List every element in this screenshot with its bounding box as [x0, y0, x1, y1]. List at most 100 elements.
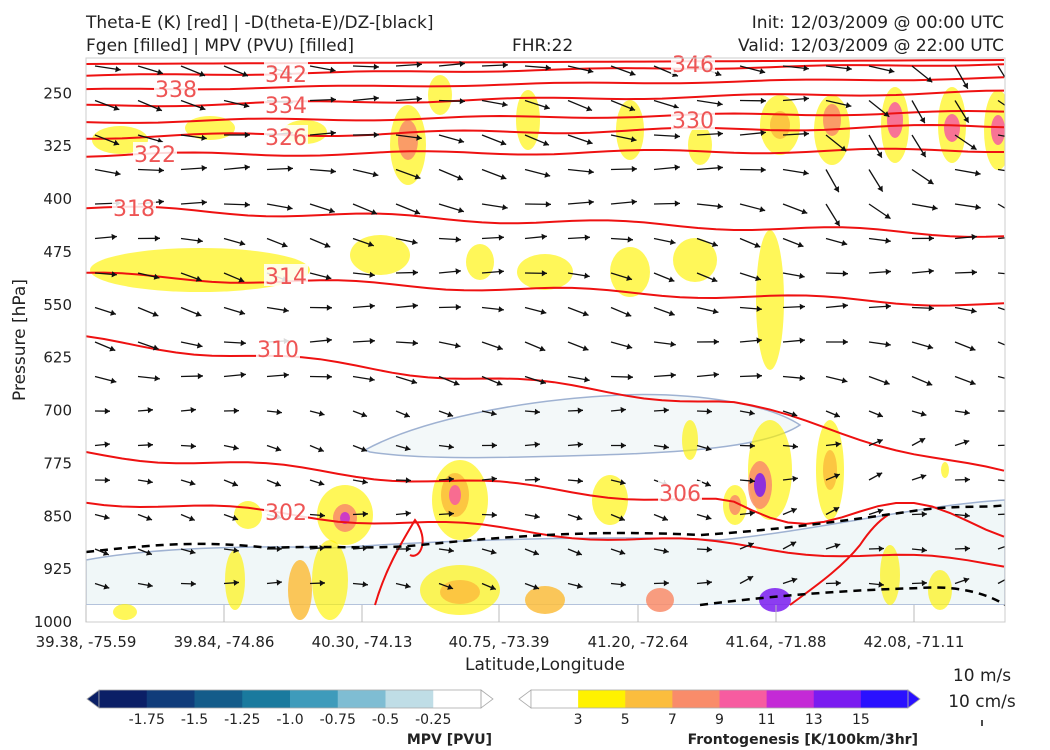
- theta-e-label-bg: [671, 108, 715, 130]
- wind-vector-head: [233, 547, 239, 554]
- fgen-colorbar-tick: 7: [668, 712, 677, 728]
- fgen-colorbar-swatch: [531, 690, 579, 708]
- wind-vector-head: [1018, 170, 1024, 176]
- wind-vector-head: [717, 100, 723, 107]
- fgen-colorbar-swatch: [719, 690, 768, 708]
- wind-vector-head: [799, 272, 805, 279]
- wind-vector-head: [584, 234, 590, 241]
- frontogenesis-area: [756, 230, 784, 370]
- wind-vector: [997, 479, 1005, 482]
- wind-vector-head: [668, 310, 675, 317]
- wind-vector-head: [454, 342, 461, 349]
- wind-vector-head: [534, 513, 540, 520]
- wind-vector-head: [969, 379, 976, 386]
- wind-vector-head: [627, 373, 633, 381]
- pressure-tick-label: 550: [43, 296, 72, 314]
- wind-vector-head: [833, 411, 840, 418]
- wind-vector-head: [190, 580, 196, 587]
- wind-vector-head: [372, 171, 379, 178]
- theta-e-contour: [86, 205, 1005, 238]
- colorbars: -1.75 -1.5 -1.25 -1.0 -0.75 -0.5 -0.25 MPV [PVU…: [86, 689, 921, 748]
- wind-vector-head: [833, 186, 839, 193]
- wind-vector-head: [367, 241, 374, 247]
- wind-vector-head: [928, 235, 934, 242]
- wind-vector-head: [276, 409, 282, 416]
- wind-vector-head: [626, 343, 633, 350]
- wind-vector-head: [362, 511, 368, 518]
- wind-vector-head: [244, 201, 250, 208]
- wind-vector-head: [792, 443, 798, 450]
- wind-vector-head: [790, 541, 797, 547]
- wind-vector: [997, 272, 1005, 275]
- wind-vector-head: [361, 411, 367, 418]
- wind-vector-head: [1008, 408, 1013, 414]
- wind-vector-head: [405, 510, 411, 517]
- wind-vector-head: [188, 515, 195, 522]
- wind-vector-head: [541, 270, 547, 277]
- x-tick-label: 40.30, -74.13: [312, 633, 413, 651]
- pressure-tick-label: 700: [43, 402, 72, 420]
- wind-vector-head: [329, 66, 336, 73]
- wind-vector-head: [244, 164, 250, 171]
- wind-vector-head: [670, 372, 676, 379]
- frontogenesis-area: [823, 104, 841, 136]
- mpv-colorbar-frame: [98, 689, 482, 709]
- x-tick-label: 39.38, -75.59: [36, 633, 137, 651]
- wind-vector-head: [920, 474, 927, 480]
- wind-vector-head: [877, 185, 883, 192]
- theta-e-contour: [86, 123, 1005, 140]
- mpv-colorbar-label: MPV [PVU]: [407, 732, 492, 748]
- wind-vector-head: [587, 67, 594, 74]
- wind-vector-head: [109, 345, 116, 352]
- wind-vector-head: [412, 339, 418, 347]
- fgen-colorbar-swatch: [578, 690, 626, 708]
- wind-vector-head: [799, 374, 805, 382]
- wind-vector-head: [146, 515, 152, 521]
- wind-vector-head: [232, 480, 238, 487]
- wind-vector-head: [115, 66, 121, 73]
- wind-vector-head: [620, 442, 626, 449]
- wind-vector-head: [330, 168, 336, 175]
- wind-vector-head: [276, 545, 282, 552]
- theta-e-label-bg: [264, 93, 308, 115]
- wind-vector-head: [190, 443, 196, 450]
- wind-vector-head: [498, 306, 504, 313]
- wind-vector-head: [540, 378, 546, 385]
- mpv-colorbar-tick: -0.75: [320, 712, 356, 728]
- wind-vector-head: [927, 178, 934, 185]
- wind-vector-head: [158, 198, 164, 205]
- wind-vector-head: [533, 584, 539, 590]
- wind-vector-head: [670, 341, 676, 348]
- wind-vector-head: [448, 476, 454, 483]
- theta-e-label: 314: [265, 265, 307, 290]
- wind-vector-head: [801, 208, 808, 215]
- wind-vector-head: [588, 168, 594, 175]
- wind-vector-head: [835, 580, 841, 587]
- mpv-colorbar-arrow-right: [480, 689, 494, 709]
- wind-vector-head: [845, 102, 852, 109]
- wind-vector-head: [584, 376, 590, 383]
- theta-e-label-bg: [112, 196, 156, 218]
- theta-e-label-bg: [264, 125, 308, 147]
- wind-vector-head: [842, 302, 848, 309]
- wind-vector-head: [459, 98, 465, 105]
- axes: 250 325 400 475 550 625 700 775 850 925 1000 39.38,…: [10, 84, 964, 675]
- wind-vector-head: [576, 582, 583, 589]
- mpv-colorbar-swatch: [194, 690, 243, 708]
- theta-e-contour: [789, 514, 889, 606]
- wind-vector-head: [458, 137, 464, 144]
- wind-vector-head: [576, 514, 583, 521]
- wind-vector-head: [754, 242, 761, 248]
- mpv-colorbar-tick: -0.25: [415, 712, 451, 728]
- wind-vector-head: [287, 165, 293, 172]
- pressure-tick-label: 625: [43, 349, 72, 367]
- wind-vector-head: [876, 472, 883, 478]
- wind-vector-head: [706, 579, 712, 586]
- theta-e-label: 318: [113, 197, 155, 222]
- wind-vector-head: [760, 166, 766, 173]
- filled-fields-layer: [86, 75, 1005, 622]
- mpv-colorbar-swatch: [290, 690, 339, 708]
- wind-vector-head: [631, 198, 637, 206]
- theta-e-contour: [374, 518, 424, 606]
- wind-vector-head: [242, 71, 248, 77]
